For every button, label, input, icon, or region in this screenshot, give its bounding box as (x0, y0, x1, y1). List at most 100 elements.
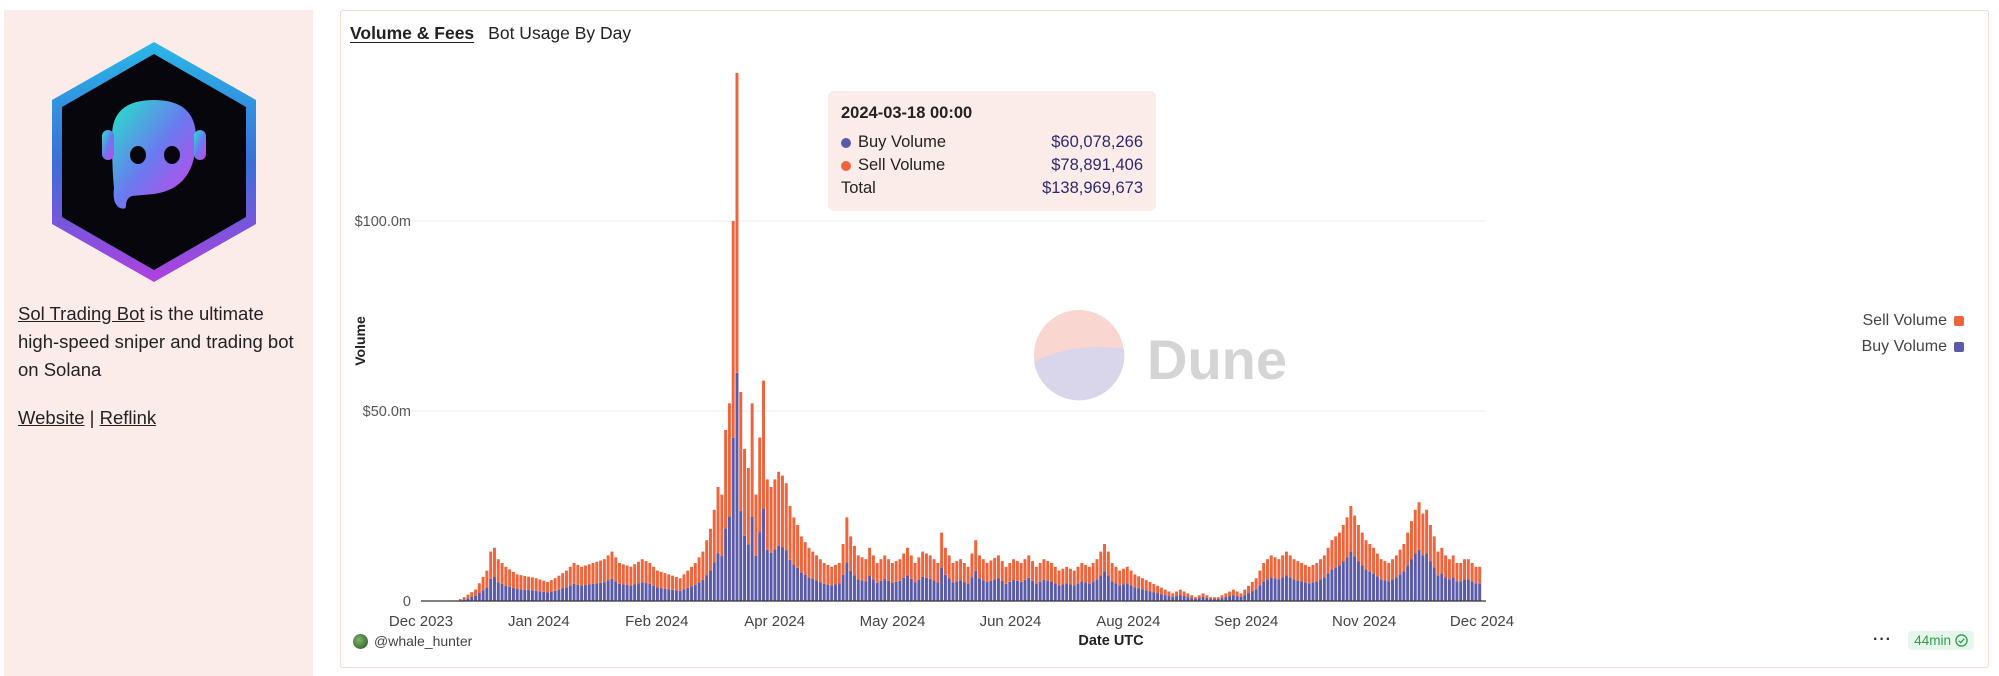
bar-sell (837, 563, 841, 584)
bar-buy (1413, 553, 1417, 601)
ellipsis-icon[interactable]: ··· (1873, 631, 1892, 648)
bar-sell (1106, 551, 1110, 576)
legend-item-buy[interactable]: Buy Volume (1862, 334, 1964, 360)
bar-sell (1315, 563, 1319, 582)
bar-sell (936, 563, 940, 583)
bar-sell (599, 560, 603, 583)
bar-buy (1463, 579, 1467, 601)
bar-sell (492, 547, 496, 578)
bar-buy (978, 578, 981, 601)
bar-sell (993, 557, 997, 580)
bar-buy (1137, 588, 1141, 601)
bar-buy (508, 586, 512, 601)
bar-sell (1038, 563, 1042, 582)
bar-buy (1148, 591, 1152, 601)
bar-buy (777, 545, 781, 601)
bar-sell (917, 557, 921, 580)
bar-buy (1205, 598, 1209, 601)
x-tick-label: Sep 2024 (1214, 613, 1278, 630)
bar-buy (879, 580, 883, 601)
bar-sell (1410, 521, 1413, 560)
bar-buy (1038, 581, 1042, 601)
bar-sell (618, 563, 621, 584)
bar-sell (708, 528, 712, 571)
bar-sell (633, 564, 637, 585)
bar-buy (799, 572, 803, 601)
bar-buy (1133, 587, 1137, 601)
tab-volume-fees[interactable]: Volume & Fees (350, 23, 475, 43)
link-separator: | (89, 407, 95, 428)
bar-sell (1008, 563, 1012, 582)
bar-sell (674, 576, 678, 591)
bar-sell (1046, 561, 1050, 581)
bar-sell (1478, 566, 1482, 584)
volume-chart[interactable]: Dune 0 $50.0m $100.0m Dec 2023 Jan 2024 Feb 2… (341, 11, 1988, 667)
bar-buy (621, 584, 625, 601)
bar-buy (1103, 571, 1107, 601)
bar-sell (690, 566, 693, 587)
legend-item-sell[interactable]: Sell Volume (1862, 308, 1964, 334)
bar-buy (1144, 590, 1148, 601)
bar-sell (811, 551, 815, 579)
bar-sell (822, 563, 826, 584)
bar-buy (1410, 559, 1413, 601)
bar-sell (1300, 563, 1304, 582)
bar-buy (477, 593, 481, 601)
bar-sell (1266, 559, 1269, 580)
bar-buy (936, 582, 940, 601)
bar-buy (1262, 581, 1266, 601)
x-tick-label: Dec 2024 (1450, 613, 1514, 630)
bar-buy (1273, 578, 1277, 601)
bar-sell (754, 494, 758, 556)
bar-buy (1375, 576, 1379, 601)
bar-sell (902, 553, 906, 578)
refresh-badge[interactable]: 44min (1908, 631, 1974, 650)
bar-sell (489, 551, 493, 579)
bar-buy (762, 508, 765, 601)
bar-buy (985, 582, 989, 601)
bar-buy (1099, 575, 1103, 601)
bar-sell (481, 576, 485, 591)
bar-sell (705, 540, 709, 576)
reflink-link[interactable]: Reflink (99, 407, 157, 428)
bar-buy (731, 437, 735, 601)
bar-sell (985, 563, 989, 583)
bar-sell (458, 599, 462, 601)
bar-buy (557, 589, 561, 601)
bar-buy (852, 575, 856, 601)
bar-sell (511, 571, 515, 588)
bar-buy (1277, 579, 1281, 601)
bar-sell (462, 597, 466, 600)
website-link[interactable]: Website (18, 407, 85, 428)
bar-sell (1269, 555, 1273, 578)
bar-buy (1243, 595, 1247, 601)
bar-buy (489, 578, 493, 601)
bar-buy (644, 583, 648, 601)
bar-buy (523, 589, 527, 601)
bar-sell (470, 592, 474, 598)
tab-bot-usage-by-day[interactable]: Bot Usage By Day (488, 23, 632, 43)
bar-sell (1243, 589, 1247, 596)
bar-sell (1372, 547, 1376, 574)
author-credit[interactable]: @whale_hunter (353, 633, 472, 649)
bar-sell (1076, 566, 1080, 584)
bar-sell (788, 506, 792, 560)
bar-sell (1341, 525, 1345, 562)
bar-sell (1360, 532, 1364, 566)
bar-sell (1307, 566, 1311, 584)
bar-buy (701, 579, 705, 601)
bar-sell (978, 555, 981, 579)
bar-sell (1027, 555, 1031, 578)
bar-sell (1065, 566, 1069, 584)
bar-buy (1436, 575, 1440, 601)
bar-sell (1284, 551, 1288, 576)
bar-sell (1148, 582, 1152, 592)
bar-buy (765, 549, 769, 601)
bar-sell (1398, 549, 1402, 575)
bar-buy (500, 583, 504, 601)
bar-sell (856, 555, 860, 580)
bar-sell (1031, 561, 1035, 581)
tooltip-value-sell: $78,891,406 (1051, 156, 1143, 174)
bar-sell (765, 479, 769, 550)
sol-trading-bot-link[interactable]: Sol Trading Bot (18, 303, 145, 324)
